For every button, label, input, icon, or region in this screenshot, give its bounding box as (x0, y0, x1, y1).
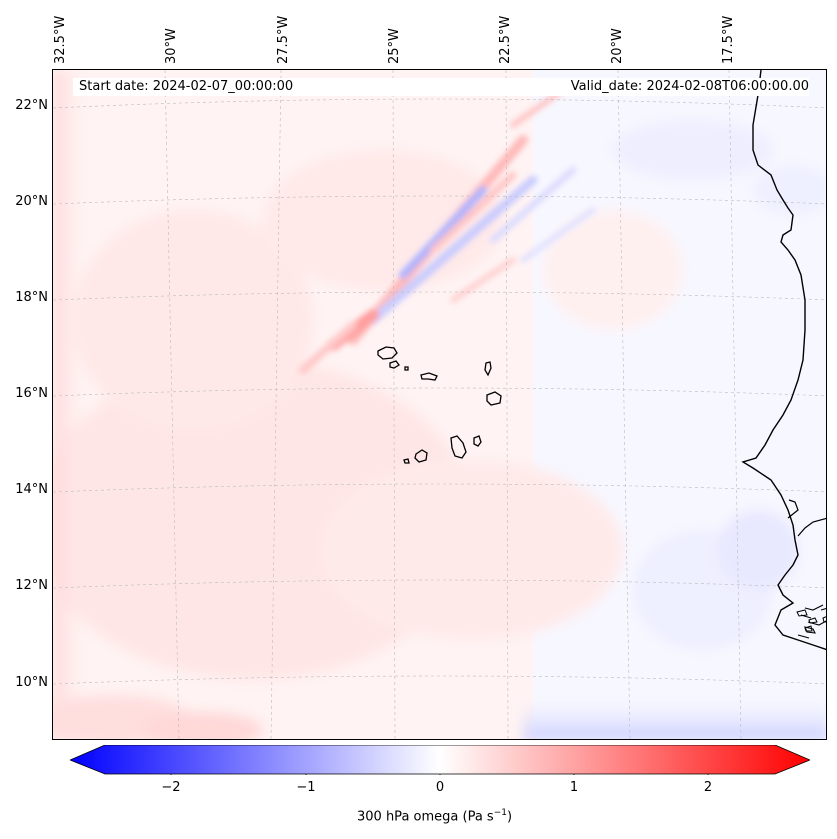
grid-lon-20w (617, 70, 631, 739)
grid-lat-22n (53, 98, 826, 109)
lat-label-18n: 18°N (15, 290, 48, 305)
colorbar-tick-0: 0 (435, 780, 445, 795)
colorbar (70, 745, 810, 775)
colorbar-tick-minus2: −2 (161, 780, 181, 795)
grid-lat-18n (53, 291, 826, 301)
grid-lat-10n (53, 675, 826, 685)
omega-field-map (53, 70, 826, 739)
island-santa-luzia (404, 366, 409, 371)
lat-label-20n: 20°N (15, 194, 48, 209)
lon-label-17-5w: 17.5°W (721, 15, 736, 64)
lon-label-30w: 30°W (164, 28, 179, 64)
lon-label-32-5w: 32.5°W (53, 15, 68, 64)
grid-lon-22-5w (505, 70, 509, 739)
colorbar-tick-2: 2 (703, 780, 713, 795)
coast-detail-guinea-bissau (797, 604, 826, 639)
valid-date-label: Valid_date: 2024-02-08T06:00:00.00 (570, 79, 809, 94)
island-santo-antao (377, 346, 398, 360)
grid-lat-16n (53, 387, 826, 397)
lat-label-14n: 14°N (15, 482, 48, 497)
grid-lat-14n (53, 483, 826, 493)
colorbar-ticks (170, 774, 709, 775)
blue-patches (523, 120, 826, 739)
grid-lon-25w (392, 70, 396, 739)
island-maio (473, 435, 482, 447)
start-date-label: Start date: 2024-02-07_00:00:00 (79, 79, 294, 94)
island-sao-vicente (389, 360, 400, 369)
lat-label-10n: 10°N (15, 675, 48, 690)
lat-label-12n: 12°N (15, 578, 48, 593)
coast-detail-senegal (787, 499, 826, 537)
lon-label-22-5w: 22.5°W (498, 15, 513, 64)
lat-label-16n: 16°N (15, 386, 48, 401)
colorbar-body (70, 745, 810, 775)
cabo-verde-islands (377, 346, 502, 464)
colorbar-tick-minus1: −1 (296, 780, 316, 795)
grid-lon-30w (164, 70, 180, 739)
island-sal (484, 361, 492, 377)
grid-lat-12n (53, 579, 826, 589)
grid-lon-17-5w (728, 70, 742, 739)
bissagos-islands (796, 609, 826, 632)
lon-label-27-5w: 27.5°W (276, 15, 291, 64)
colorbar-title-close: ) (506, 809, 513, 825)
lon-label-25w: 25°W (387, 28, 402, 64)
graticule (53, 70, 826, 739)
date-banner: Start date: 2024-02-07_00:00:00 Valid_da… (73, 78, 809, 96)
lon-label-20w: 20°W (610, 28, 625, 64)
island-boa-vista (486, 391, 502, 406)
lat-label-22n: 22°N (15, 98, 48, 113)
colorbar-tick-1: 1 (569, 780, 579, 795)
colorbar-title-exponent: −1 (493, 808, 507, 818)
map-panel[interactable]: Start date: 2024-02-07_00:00:00 Valid_da… (52, 69, 827, 740)
island-fogo (414, 449, 428, 463)
island-sao-nicolau (420, 372, 438, 381)
colorbar-title: 300 hPa omega (Pa s−1) (357, 808, 512, 824)
island-brava (403, 458, 410, 464)
african-coastline (741, 70, 826, 651)
colorbar-title-main: 300 hPa omega (Pa s (357, 809, 494, 825)
grid-lon-27-5w (270, 70, 282, 739)
island-santiago (450, 435, 467, 459)
grid-lat-20n (53, 195, 826, 205)
